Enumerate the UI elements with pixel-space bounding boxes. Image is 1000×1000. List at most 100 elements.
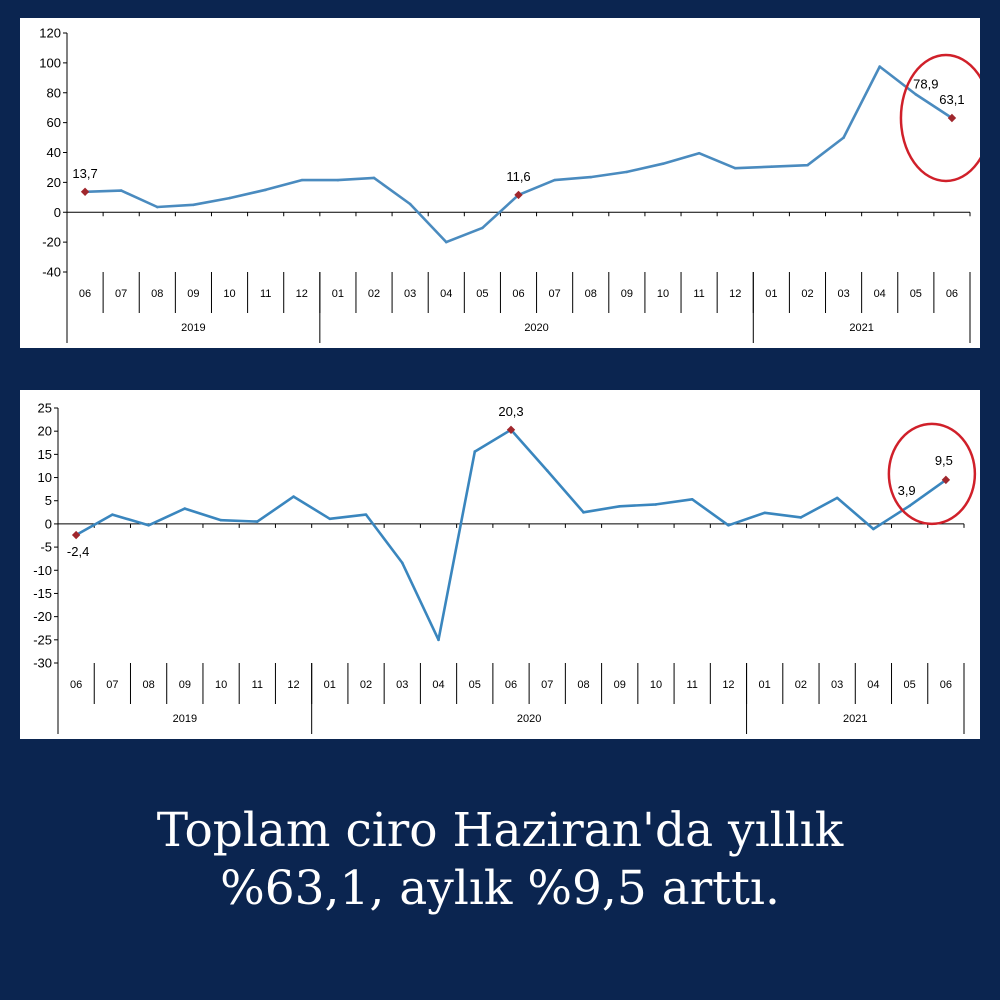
data-point [618,504,622,508]
data-marker [506,425,516,434]
x-tick-label: 06 [505,679,517,691]
year-label: 2020 [517,713,541,725]
x-tick-label: 09 [187,288,199,300]
data-marker [71,530,81,540]
y-tick-label: 40 [47,145,61,160]
data-point [328,517,332,521]
x-tick-label: 08 [585,288,597,300]
year-label: 2019 [181,322,205,334]
x-tick-label: 07 [106,679,118,691]
data-point [589,175,593,179]
year-label: 2021 [843,713,867,725]
data-point [908,504,911,508]
x-tick-label: 08 [151,288,163,300]
data-label: 3,9 [898,483,916,498]
y-tick-label: -30 [33,656,52,671]
x-tick-label: 07 [541,679,553,691]
year-label: 2021 [849,322,873,334]
data-point [444,240,448,244]
x-tick-label: 06 [940,679,952,691]
y-tick-label: -40 [42,265,61,280]
caption-line-1: Toplam ciro Haziran'da yıllık [156,803,844,858]
y-tick-label: 15 [38,447,52,462]
data-point [799,516,803,519]
data-point [228,196,231,200]
x-tick-label: 04 [867,679,879,691]
x-tick-label: 12 [729,288,741,300]
x-tick-label: 11 [260,288,271,300]
y-tick-label: 20 [38,424,52,439]
data-marker [514,190,523,200]
x-tick-label: 11 [686,679,697,691]
data-point [625,170,629,174]
data-point [727,524,730,527]
x-tick-label: 08 [577,679,589,691]
y-tick-label: 100 [39,55,61,70]
data-label: -2,4 [67,544,89,559]
y-tick-label: -20 [33,609,52,624]
y-tick-label: 80 [47,85,61,100]
data-label: 11,6 [506,169,530,184]
data-point [582,511,585,514]
data-point [300,178,304,182]
y-tick-label: 0 [54,205,61,220]
x-tick-label: 11 [252,679,263,691]
x-tick-label: 01 [332,288,344,300]
highlight-circle [887,422,977,526]
data-point [437,638,440,642]
data-point [914,93,918,96]
y-tick-label: 60 [47,115,61,130]
data-point [872,527,875,531]
x-tick-label: 01 [759,679,771,691]
x-tick-label: 04 [874,288,886,300]
x-tick-label: 08 [142,679,154,691]
x-tick-label: 02 [360,679,372,691]
x-tick-label: 02 [795,679,807,691]
x-tick-label: 06 [70,679,82,691]
data-point [408,202,412,206]
data-point [553,178,556,182]
x-tick-label: 03 [831,679,843,691]
x-tick-label: 03 [404,288,416,300]
data-point [192,203,195,207]
data-point [690,498,694,501]
x-tick-label: 05 [476,288,488,300]
x-tick-label: 10 [215,679,227,691]
data-point [481,226,484,230]
data-point [372,176,376,180]
y-tick-label: -25 [33,632,52,647]
series-line [75,428,947,642]
x-tick-label: 03 [837,288,849,300]
data-point [835,496,839,500]
monthly-change-chart-svg: 25 20 15 10 5 0 -5 -10 -15 -20 -25 -30 06 07 08 09 10 11 1… [33,401,977,734]
series-line [85,65,953,244]
data-point [264,188,267,192]
x-tick-label: 05 [469,679,481,691]
x-tick-label: 09 [621,288,633,300]
x-tick-label: 12 [296,288,308,300]
x-tick-label: 06 [946,288,958,300]
data-label: 78,9 [913,76,938,91]
y-tick-label: 20 [47,175,61,190]
data-point [292,495,295,498]
x-tick-label: 12 [287,679,299,691]
x-tick-label: 01 [324,679,336,691]
data-label: 20,3 [498,404,523,419]
x-tick-label: 04 [432,679,444,691]
data-point [473,450,477,453]
x-tick-label: 06 [79,288,91,300]
x-tick-label: 07 [115,288,127,300]
x-tick-label: 05 [910,288,922,300]
data-point [770,165,773,168]
data-label: 9,5 [935,453,953,468]
x-tick-label: 01 [765,288,777,300]
x-tick-label: 09 [614,679,626,691]
data-point [364,513,368,516]
data-point [654,503,658,506]
data-point [545,469,549,472]
data-point [156,205,159,209]
y-tick-label: 0 [45,516,52,531]
x-tick-label: 03 [396,679,408,691]
data-marker [80,187,90,196]
data-point [111,513,114,516]
